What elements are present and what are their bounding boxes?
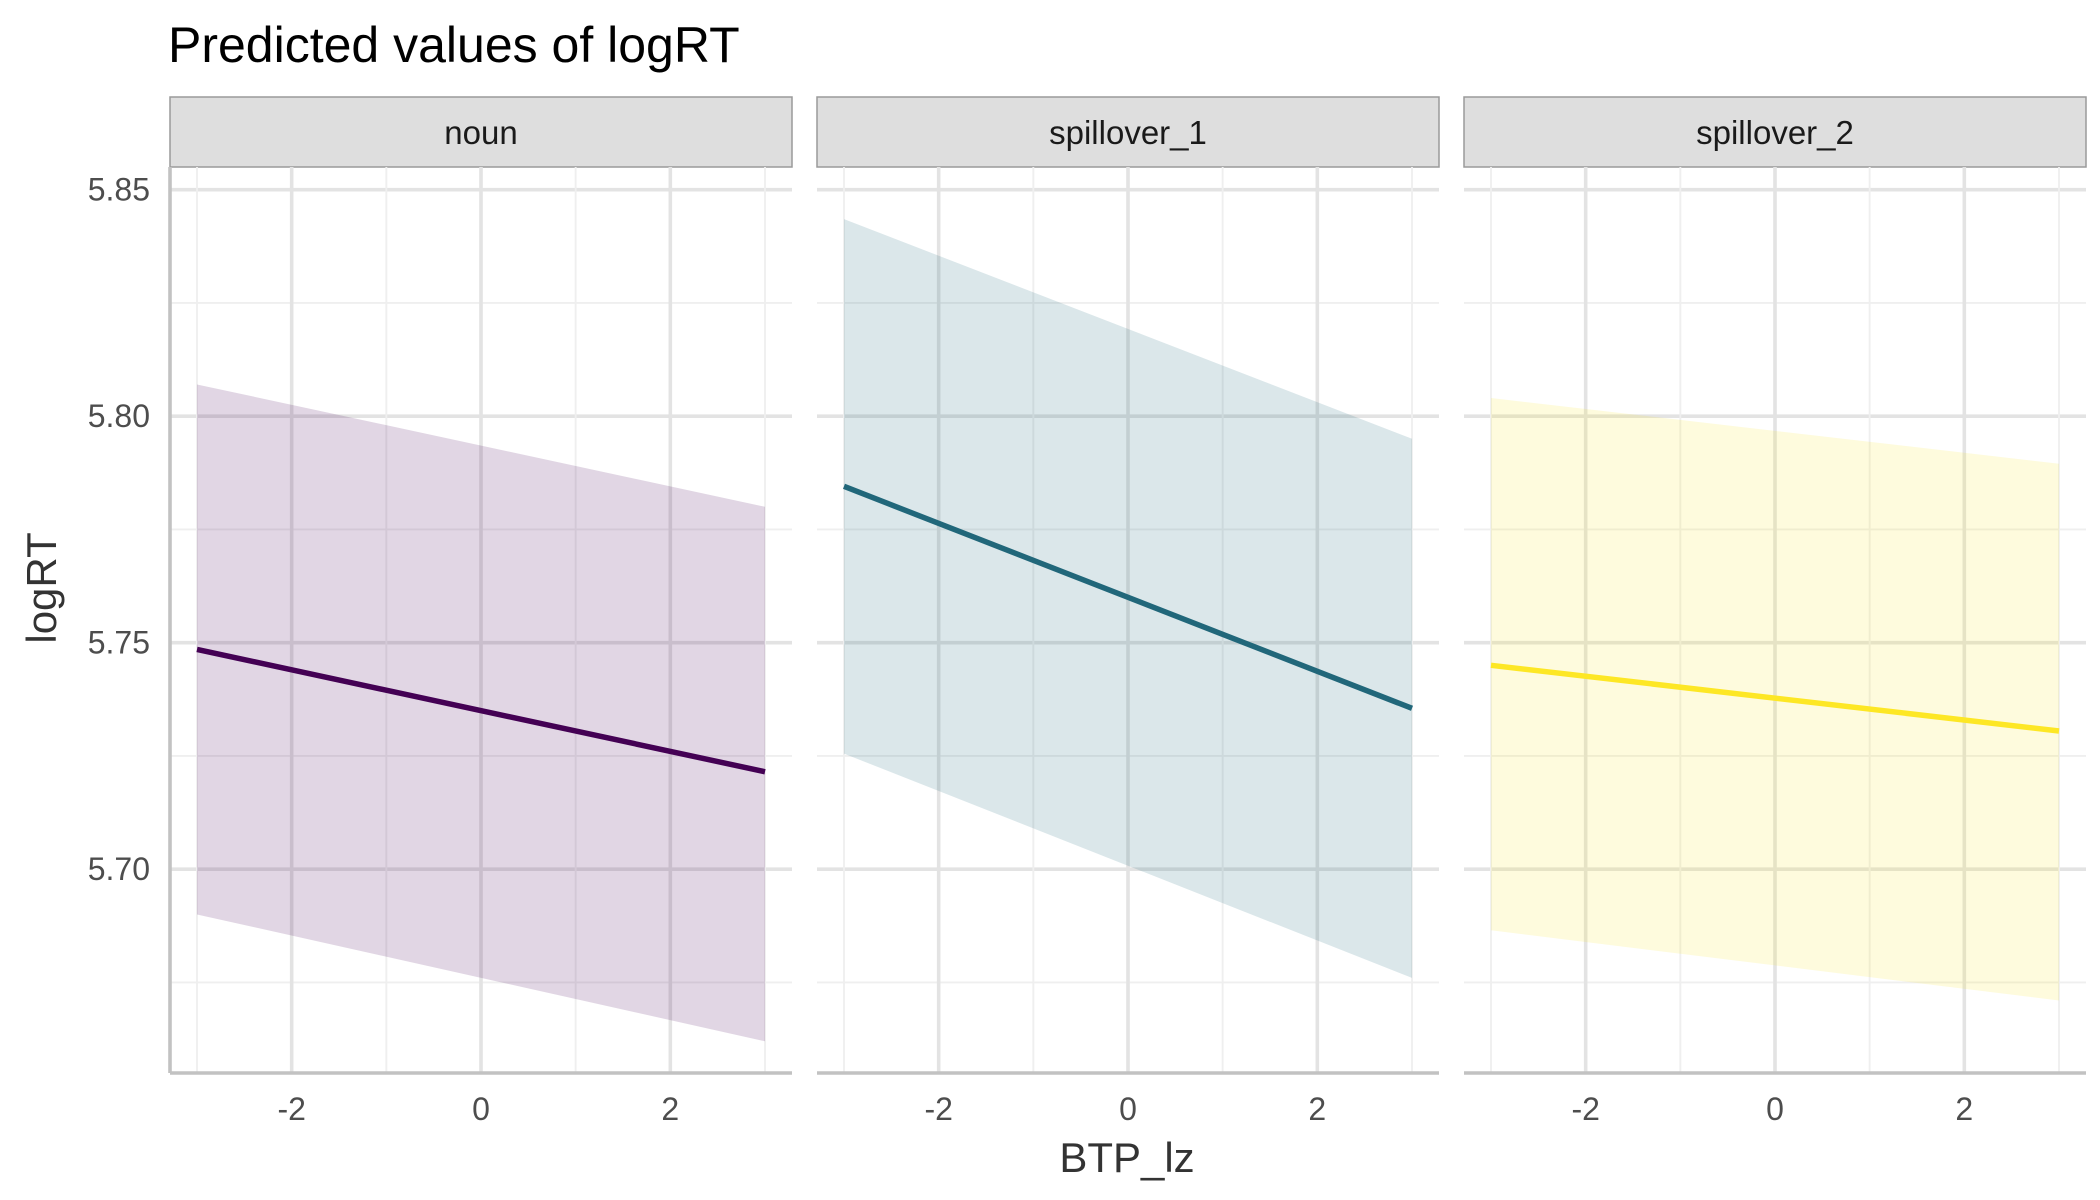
y-axis: 5.70 5.75 5.80 5.85 (88, 167, 172, 1073)
panel-spillover_1: spillover_1 -2 0 2 (816, 96, 1440, 1127)
y-tick-label: 5.75 (88, 625, 150, 661)
x-axis-title: BTP_lz (1059, 1134, 1194, 1181)
y-tick-label: 5.85 (88, 172, 150, 208)
y-tick-label: 5.80 (88, 398, 150, 434)
x-tick-label: 2 (661, 1091, 679, 1127)
strip-noun (169, 96, 793, 168)
series-line-spillover_1 (842, 483, 1414, 711)
panel-spillover_2: spillover_2 -2 0 2 (1463, 96, 2087, 1127)
x-tick-label: 0 (1766, 1091, 1784, 1127)
y-axis-title: logRT (18, 532, 65, 643)
panel-noun: noun -2 0 2 (169, 96, 793, 1127)
series-line-spillover_2 (1490, 662, 2060, 734)
x-tick-label: -2 (277, 1091, 305, 1127)
y-tick-label: 5.70 (88, 851, 150, 887)
x-tick-label: 2 (1955, 1091, 1973, 1127)
strip-label-spillover_2: spillover_2 (1696, 114, 1854, 151)
series-line-noun (196, 646, 766, 775)
x-tick-label: 0 (472, 1091, 490, 1127)
chart-title: Predicted values of logRT (168, 17, 740, 73)
x-tick-label: -2 (1571, 1091, 1599, 1127)
x-tick-label: -2 (924, 1091, 952, 1127)
x-tick-label: 2 (1308, 1091, 1326, 1127)
strip-spillover_1 (816, 96, 1440, 168)
strip-label-noun: noun (444, 114, 517, 151)
facet-panels: noun -2 0 2 spillover_1 -2 0 2 spillover_2 -2 0 2 (169, 96, 2087, 1127)
x-tick-label: 0 (1119, 1091, 1137, 1127)
strip-spillover_2 (1463, 96, 2087, 168)
strip-label-spillover_1: spillover_1 (1049, 114, 1207, 151)
